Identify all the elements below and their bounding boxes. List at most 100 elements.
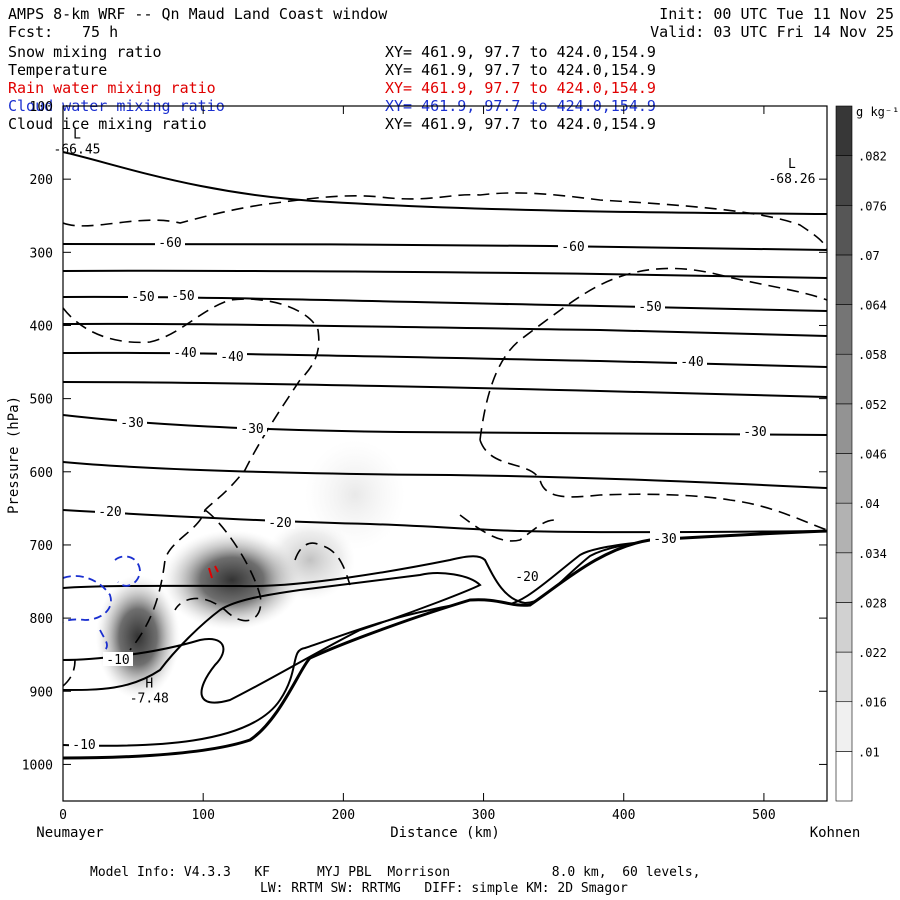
colorbar-label: .052 <box>858 398 887 412</box>
contour-label-bg <box>155 235 185 249</box>
colorbar-label: .046 <box>858 448 887 462</box>
cloud-water-contours <box>63 555 141 651</box>
x-tick-label: 500 <box>752 808 775 823</box>
cloud-ice-contour <box>63 192 827 251</box>
contour-label: -20 <box>98 505 121 520</box>
field-name-temperature: Temperature <box>8 61 108 79</box>
contour-label-bg <box>128 289 158 303</box>
contour-label-bg <box>217 349 247 363</box>
contour-label-bg <box>237 421 267 435</box>
extremum-type: L <box>788 157 796 172</box>
contour-label-bg <box>103 652 133 666</box>
y-tick-label: 100 <box>30 100 53 115</box>
colorbar-label: .082 <box>858 150 887 164</box>
colorbar-bin <box>835 651 853 703</box>
isotherm <box>63 533 827 747</box>
contour-label: -40 <box>220 350 243 365</box>
isotherm <box>63 572 482 704</box>
y-tick-label: 600 <box>30 466 53 481</box>
contour-label-bg <box>95 504 125 518</box>
colorbar-label: .04 <box>858 497 880 511</box>
contour-label: -10 <box>106 653 129 668</box>
colorbar-bin <box>835 304 853 355</box>
isotherm <box>63 414 827 436</box>
x-tick-label: 400 <box>612 808 635 823</box>
cloud-ice-contour <box>63 659 76 687</box>
y-axis-label: Pressure (hPa) <box>6 396 22 514</box>
colorbar-label: .076 <box>858 199 887 213</box>
colorbar-bin <box>835 155 853 206</box>
colorbar-bin <box>835 403 853 454</box>
contour-label-bg <box>650 531 680 545</box>
contour-label: -30 <box>240 422 263 437</box>
field-name-rain: Rain water mixing ratio <box>8 79 216 97</box>
cloud-ice-contour <box>479 439 827 531</box>
chart-title: AMPS 8-km WRF -- Qn Maud Land Coast wind… <box>8 5 388 23</box>
init-time: Init: 00 UTC Tue 11 Nov 25 <box>659 5 894 23</box>
model-info-line1: Model Info: V4.3.3 KF MYJ PBL Morrison 8… <box>90 865 701 880</box>
contour-label: -50 <box>638 300 661 315</box>
valid-time: Valid: 03 UTC Fri 14 Nov 25 <box>650 23 894 41</box>
contour-label: -60 <box>158 236 181 251</box>
x-tick-label: 0 <box>59 808 67 823</box>
colorbar-label: .022 <box>858 646 887 660</box>
model-info-line2: LW: RRTM SW: RRTMG DIFF: simple KM: 2D S… <box>260 881 628 896</box>
contour-label-bg <box>558 239 588 253</box>
cloud-ice-contour <box>479 267 827 441</box>
contour-label-bg <box>170 345 200 359</box>
colorbar-bin <box>835 751 853 802</box>
colorbar-bin <box>835 502 853 554</box>
colorbar-label: .058 <box>858 348 887 362</box>
y-tick-label: 200 <box>30 173 53 188</box>
contour-label-bg <box>677 354 707 368</box>
contour-label-bg <box>69 737 99 751</box>
isotherm <box>63 269 827 279</box>
y-tick-label: 400 <box>30 319 53 334</box>
colorbar-label: .028 <box>858 596 887 610</box>
plot-frame <box>62 105 828 802</box>
contour-label-bg <box>117 415 147 429</box>
y-tick-label: 900 <box>30 685 53 700</box>
field-xy-cloud-ice: XY= 461.9, 97.7 to 424.0,154.9 <box>385 115 656 133</box>
field-name-snow: Snow mixing ratio <box>8 43 162 61</box>
contour-label: -20 <box>515 570 538 585</box>
field-xy-rain: XY= 461.9, 97.7 to 424.0,154.9 <box>385 79 656 97</box>
colorbar-bin <box>835 602 853 653</box>
contour-label-bg <box>635 299 665 313</box>
cloud-water-contour <box>99 629 108 651</box>
contour-label: -30 <box>743 425 766 440</box>
colorbar-unit: g kg⁻¹ <box>856 105 899 119</box>
field-name-cloud-ice: Cloud ice mixing ratio <box>8 115 207 133</box>
contour-label-bg <box>512 569 542 583</box>
extremum-value: -66.45 <box>54 143 101 158</box>
contour-label-bg <box>740 424 770 438</box>
field-xy-snow: XY= 461.9, 97.7 to 424.0,154.9 <box>385 43 656 61</box>
isotherm <box>63 381 827 398</box>
colorbar-bin <box>835 353 853 405</box>
field-xy-temperature: XY= 461.9, 97.7 to 424.0,154.9 <box>385 61 656 79</box>
cloud-ice-contour <box>459 514 556 542</box>
contour-label-bg <box>168 288 198 302</box>
extremum-value: -68.26 <box>768 172 815 187</box>
snow-maximum-low <box>96 575 180 699</box>
colorbar-bin <box>835 552 853 603</box>
colorbar-label: .034 <box>858 547 887 561</box>
contour-labels: -60 -60 -50 -50 -50 -40 -40 -40 -30 -30 -30 -20 -20 -… <box>69 235 770 753</box>
contour-label: -10 <box>72 738 95 753</box>
contour-label-bg <box>265 515 295 529</box>
isotherm <box>63 509 827 534</box>
contour-label: -30 <box>653 532 676 547</box>
colorbar-bin <box>835 701 853 752</box>
terrain-fill <box>63 531 827 800</box>
cloud-ice-contour <box>174 509 262 622</box>
rain-water-contour <box>208 565 219 579</box>
extrema-labels: L-66.45L-68.26H-7.48 <box>54 128 816 707</box>
cloud-water-contour <box>114 555 141 587</box>
extremum-type: L <box>73 128 81 143</box>
contour-label: -50 <box>131 290 154 305</box>
colorbar-bin <box>835 105 853 156</box>
contour-label: -20 <box>268 516 291 531</box>
colorbar-label: .07 <box>858 249 880 263</box>
cloud-ice-contours <box>63 192 827 687</box>
y-tick-label: 800 <box>30 612 53 627</box>
